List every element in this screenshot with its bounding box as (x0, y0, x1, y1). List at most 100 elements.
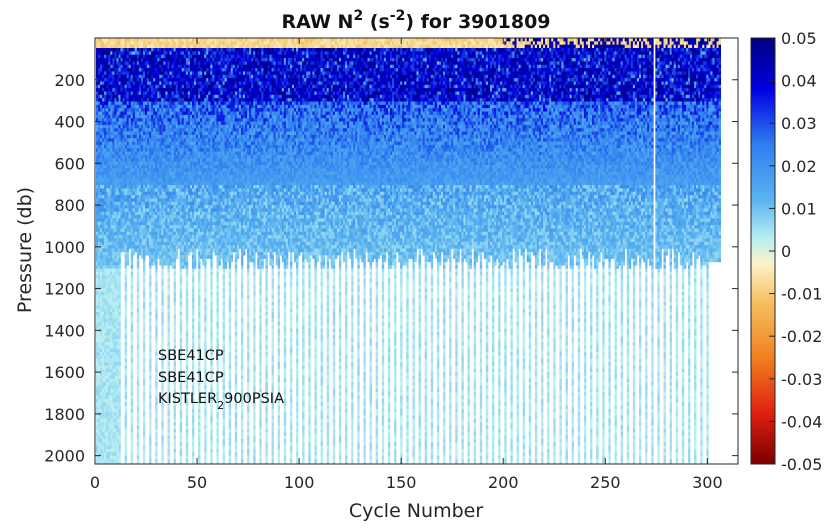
heatmap-cell (159, 105, 161, 109)
heatmap-cell (100, 225, 102, 229)
heatmap-cell (131, 459, 133, 463)
heatmap-cell (118, 232, 120, 236)
heatmap-cell (184, 162, 186, 166)
heatmap-cell (155, 192, 157, 196)
heatmap-cell (172, 202, 174, 206)
heatmap-cell (163, 122, 165, 126)
heatmap-cell (163, 215, 165, 219)
heatmap-cell (98, 375, 100, 379)
heatmap-cell (106, 392, 108, 396)
heatmap-cell (110, 379, 112, 383)
heatmap-cell (180, 41, 182, 45)
heatmap-cell (112, 389, 114, 393)
heatmap-cell (127, 228, 129, 232)
heatmap-cell (180, 272, 182, 276)
heatmap-cell (190, 118, 192, 122)
heatmap-cell (125, 112, 127, 116)
heatmap-cell (100, 135, 102, 139)
heatmap-cell (178, 78, 180, 82)
heatmap-cell (157, 142, 159, 146)
heatmap-cell (159, 202, 161, 206)
heatmap-cell (143, 382, 145, 386)
heatmap-cell (108, 41, 110, 45)
heatmap-cell (157, 175, 159, 179)
heatmap-cell (106, 122, 108, 126)
heatmap-cell (157, 81, 159, 85)
heatmap-cell (143, 162, 145, 166)
heatmap-cell (190, 218, 192, 222)
heatmap-cell (133, 208, 135, 212)
heatmap-cell (174, 385, 176, 389)
heatmap-cell (149, 439, 151, 443)
heatmap-cell (161, 429, 163, 433)
heatmap-cell (96, 142, 98, 146)
heatmap-cell (104, 55, 106, 59)
heatmap-cell (190, 145, 192, 149)
heatmap-cell (133, 212, 135, 216)
heatmap-cell (143, 125, 145, 129)
heatmap-cell (131, 41, 133, 45)
heatmap-cell (104, 369, 106, 373)
heatmap-cell (102, 45, 104, 49)
heatmap-cell (104, 305, 106, 309)
heatmap-cell (100, 385, 102, 389)
heatmap-cell (145, 202, 147, 206)
heatmap-cell (147, 85, 149, 89)
heatmap-cell (108, 379, 110, 383)
heatmap-cell (149, 225, 151, 229)
heatmap-cell (98, 235, 100, 239)
heatmap-cell (192, 442, 194, 446)
heatmap-cell (172, 41, 174, 45)
heatmap-cell (157, 222, 159, 226)
heatmap-cell (131, 285, 133, 289)
heatmap-cell (118, 242, 120, 246)
heatmap-cell (194, 218, 196, 222)
heatmap-cell (149, 446, 151, 450)
heatmap-cell (149, 352, 151, 356)
heatmap-cell (133, 81, 135, 85)
heatmap-cell (149, 456, 151, 460)
heatmap-cell (100, 195, 102, 199)
heatmap-cell (182, 242, 184, 246)
heatmap-cell (194, 252, 196, 256)
heatmap-cell (167, 329, 169, 333)
heatmap-cell (157, 185, 159, 189)
heatmap-cell (161, 305, 163, 309)
heatmap-cell (131, 148, 133, 152)
heatmap-cell (104, 365, 106, 369)
heatmap-cell (112, 155, 114, 159)
heatmap-cell (192, 419, 194, 423)
heatmap-cell (127, 248, 129, 252)
heatmap-cell (180, 158, 182, 162)
heatmap-cell (129, 58, 131, 62)
heatmap-cell (125, 259, 127, 263)
heatmap-cell (151, 91, 153, 95)
heatmap-cell (135, 108, 137, 112)
heatmap-cell (112, 242, 114, 246)
heatmap-cell (100, 98, 102, 102)
heatmap-cell (127, 255, 129, 259)
heatmap-cell (167, 439, 169, 443)
heatmap-cell (198, 279, 200, 283)
heatmap-cell (167, 269, 169, 273)
heatmap-cell (121, 168, 123, 172)
heatmap-cell (163, 55, 165, 59)
heatmap-cell (157, 248, 159, 252)
heatmap-cell (108, 122, 110, 126)
heatmap-cell (190, 158, 192, 162)
heatmap-cell (178, 132, 180, 136)
heatmap-cell (145, 65, 147, 69)
heatmap-cell (178, 45, 180, 49)
heatmap-cell (194, 215, 196, 219)
heatmap-cell (178, 55, 180, 59)
heatmap-cell (108, 419, 110, 423)
heatmap-cell (163, 78, 165, 82)
heatmap-cell (108, 446, 110, 450)
heatmap-cell (149, 101, 151, 105)
heatmap-cell (96, 349, 98, 353)
heatmap-cell (100, 459, 102, 463)
heatmap-cell (153, 108, 155, 112)
heatmap-cell (112, 65, 114, 69)
heatmap-cell (165, 195, 167, 199)
heatmap-cell (145, 248, 147, 252)
